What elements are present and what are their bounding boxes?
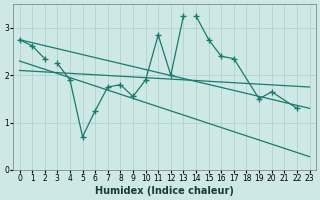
X-axis label: Humidex (Indice chaleur): Humidex (Indice chaleur): [95, 186, 234, 196]
